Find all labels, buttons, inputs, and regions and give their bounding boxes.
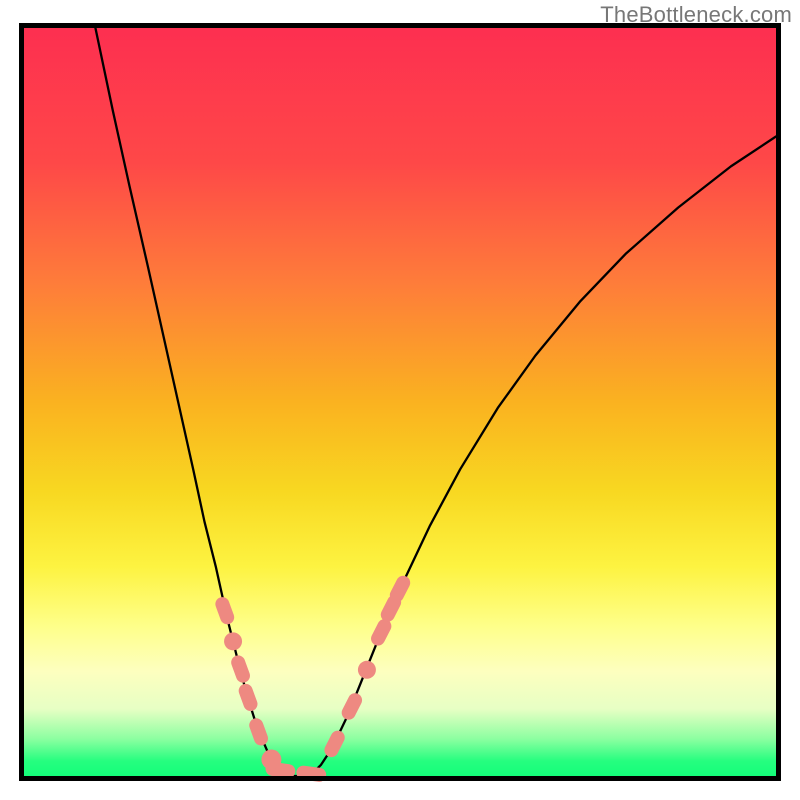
chart-container: TheBottleneck.com <box>0 0 800 800</box>
chart-svg <box>0 0 800 800</box>
